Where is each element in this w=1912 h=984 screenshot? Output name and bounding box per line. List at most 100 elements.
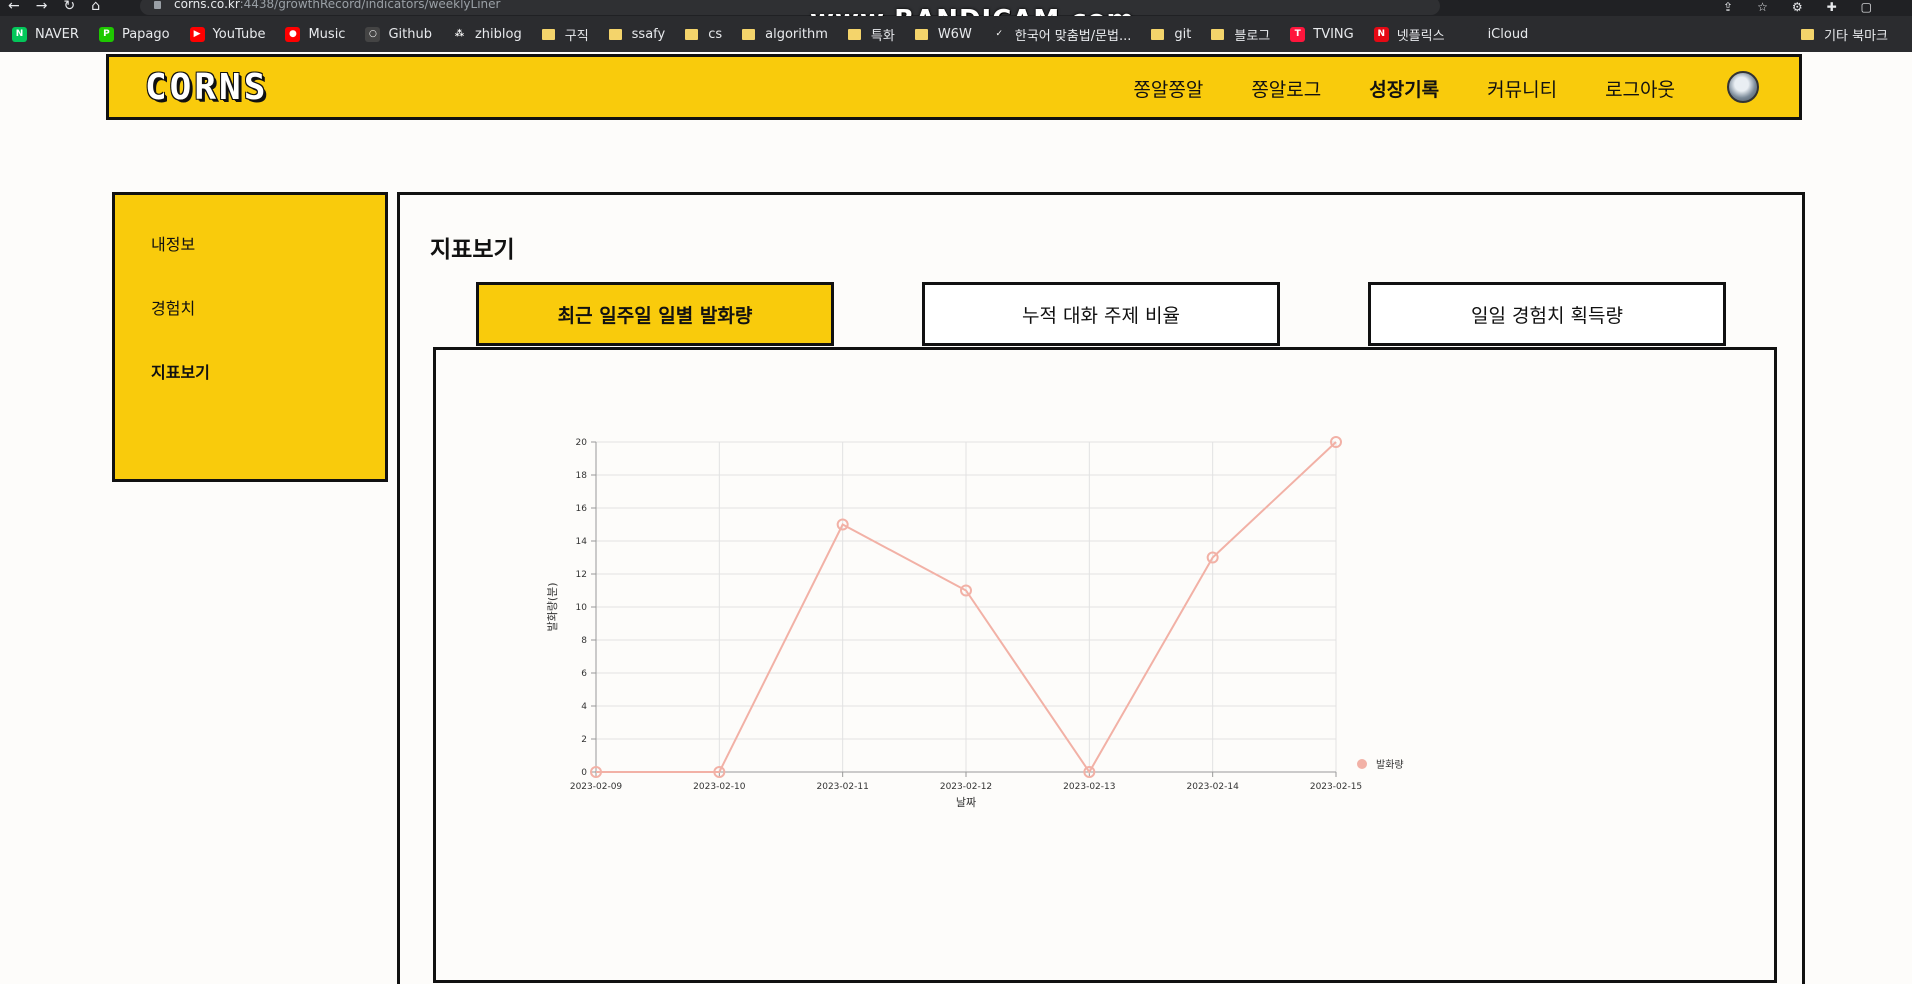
extension-icon[interactable]: ⚙ (1791, 0, 1803, 14)
address-bar[interactable]: corns.co.kr:4438/growthRecord/indicators… (140, 0, 1440, 15)
other-bookmarks[interactable]: 기타 북마크 (1801, 16, 1908, 52)
bookmark-label: 특화 (870, 28, 895, 44)
papago-icon: P (98, 26, 114, 42)
sidebar-item-my-info[interactable]: 내정보 (151, 235, 196, 254)
folder-icon (1801, 28, 1815, 40)
bookmark-item[interactable]: N 넷플릭스 (1373, 25, 1445, 44)
bookmark-item[interactable]: ✓ 한국어 맞춤법/문법... (991, 25, 1132, 44)
puzzle-icon[interactable]: ✚ (1826, 0, 1837, 14)
bookmark-item[interactable]: git (1151, 27, 1191, 42)
folder-icon (847, 28, 861, 40)
bookmark-item[interactable]: P Papago (98, 26, 170, 42)
url-path: :4438/growthRecord/indicators/weeklyLine… (239, 0, 501, 11)
chart-legend[interactable]: 발화량 (1357, 759, 1404, 771)
bookmark-label: 한국어 맞춤법/문법... (1014, 28, 1132, 44)
y-tick-label: 14 (576, 537, 588, 547)
bookmark-item[interactable]: ● Music (285, 26, 346, 42)
bookmark-item[interactable]: T TVING (1290, 26, 1354, 42)
y-tick-label: 8 (581, 636, 587, 646)
nav-jjongal[interactable]: 쫑알쫑알 (1133, 79, 1204, 101)
bookmark-label: 넷플릭스 (1396, 28, 1445, 44)
bookmark-label: algorithm (765, 26, 828, 42)
avatar[interactable] (1727, 71, 1759, 103)
y-tick-label: 18 (576, 471, 588, 481)
nav-community[interactable]: 커뮤니티 (1487, 79, 1558, 101)
tab-topic-ratio[interactable]: 누적 대화 주제 비율 (922, 282, 1280, 346)
reload-icon[interactable]: ↻ (63, 0, 76, 14)
y-tick-label: 16 (576, 504, 588, 514)
folder-icon (1151, 28, 1165, 40)
music-icon: ● (285, 26, 301, 42)
folder-icon (742, 28, 756, 40)
nav-jjongal-log[interactable]: 쫑알로그 (1251, 79, 1322, 101)
bookmark-item[interactable]: 블로그 (1211, 25, 1270, 44)
x-tick-label: 2023-02-13 (1063, 782, 1115, 792)
bookmark-item[interactable]: ○ Github (365, 26, 432, 42)
x-tick-label: 2023-02-11 (817, 782, 869, 792)
bookmark-item[interactable]: cs (685, 27, 722, 42)
y-tick-label: 20 (576, 438, 588, 448)
x-tick-label: 2023-02-10 (693, 782, 746, 792)
y-axis-label: 발화량(분) (546, 582, 559, 631)
legend-label: 발화량 (1376, 759, 1404, 771)
bookmark-label: zhiblog (474, 26, 522, 42)
star-icon[interactable]: ☆ (1757, 0, 1768, 14)
data-point[interactable] (1206, 551, 1219, 564)
tab-weekly-speech[interactable]: 최근 일주일 일별 발화량 (476, 282, 834, 346)
data-point[interactable] (960, 584, 972, 597)
folder-icon (541, 28, 555, 40)
share-icon[interactable]: ⇪ (1723, 0, 1734, 14)
x-tick-label: 2023-02-15 (1310, 782, 1362, 792)
chart-grid (595, 441, 1337, 773)
bookmark-list: N NAVER P Papago ▶ YouTube ● Music ○ Github ⁂ zhibl… (12, 25, 1548, 44)
y-axis-ticks: 0 2 4 6 8 10 12 14 16 18 20 (576, 438, 596, 778)
bookmark-label: 구직 (564, 28, 589, 44)
y-tick-label: 0 (581, 768, 587, 778)
window-icon[interactable]: ▢ (1860, 0, 1872, 14)
data-point[interactable] (590, 766, 602, 778)
nav-growth-record[interactable]: 성장기록 (1369, 79, 1440, 101)
x-tick-label: 2023-02-09 (570, 782, 623, 792)
home-icon[interactable]: ⌂ (91, 0, 101, 14)
y-tick-label: 6 (581, 669, 587, 679)
series-line (596, 441, 1337, 774)
bookmark-label: NAVER (35, 26, 79, 42)
data-point[interactable] (836, 518, 849, 531)
x-axis-ticks: 2023-02-09 2023-02-10 2023-02-11 2023-02-12… (570, 772, 1362, 792)
zhiblog-icon: ⁂ (451, 26, 467, 42)
back-icon[interactable]: ← (8, 0, 20, 14)
sidebar-item-experience[interactable]: 경험치 (151, 299, 196, 318)
bookmark-item[interactable]: W6W (914, 27, 972, 42)
bookmark-item[interactable]: N NAVER (12, 26, 79, 42)
bookmark-label: Music (308, 26, 346, 42)
bookmark-item[interactable]: ssafy (608, 26, 666, 42)
bookmark-item[interactable]: 특화 (847, 25, 895, 44)
bookmark-label: TVING (1313, 26, 1354, 42)
site-header: CORNS 쫑알쫑알 쫑알로그 성장기록 커뮤니티 로그아웃 (106, 54, 1802, 120)
bookmark-label: YouTube (212, 26, 266, 42)
naver-icon: N (12, 26, 27, 42)
browser-nav: ← → ↻ ⌂ (8, 0, 101, 14)
spellcheck-icon: ✓ (991, 26, 1007, 42)
sidebar-item-indicators[interactable]: 지표보기 (151, 363, 210, 382)
other-bookmarks-label: 기타 북마크 (1824, 28, 1888, 44)
bookmark-item[interactable]: iCloud (1464, 26, 1528, 42)
data-point[interactable] (713, 766, 726, 778)
logo[interactable]: CORNS (145, 67, 269, 108)
forward-icon[interactable]: → (35, 0, 48, 14)
tab-daily-exp[interactable]: 일일 경험치 획득량 (1368, 282, 1726, 346)
bookmark-item[interactable]: 구직 (541, 25, 589, 44)
y-tick-label: 4 (581, 702, 587, 712)
data-point[interactable] (1083, 766, 1096, 778)
data-point[interactable] (1330, 436, 1342, 448)
series-points (590, 436, 1342, 778)
bookmark-item[interactable]: ▶ YouTube (189, 26, 266, 42)
bookmark-label: ssafy (631, 26, 666, 42)
bookmark-item[interactable]: algorithm (742, 27, 828, 42)
bookmark-item[interactable]: ⁂ zhiblog (451, 26, 522, 42)
nav-logout[interactable]: 로그아웃 (1605, 79, 1675, 101)
bookmarks-bar: N NAVER P Papago ▶ YouTube ● Music ○ Github ⁂ zhibl… (0, 16, 1912, 52)
netflix-icon: N (1373, 26, 1389, 42)
browser-extensions: ⇪ ☆ ⚙ ✚ ▢ (1723, 0, 1872, 14)
